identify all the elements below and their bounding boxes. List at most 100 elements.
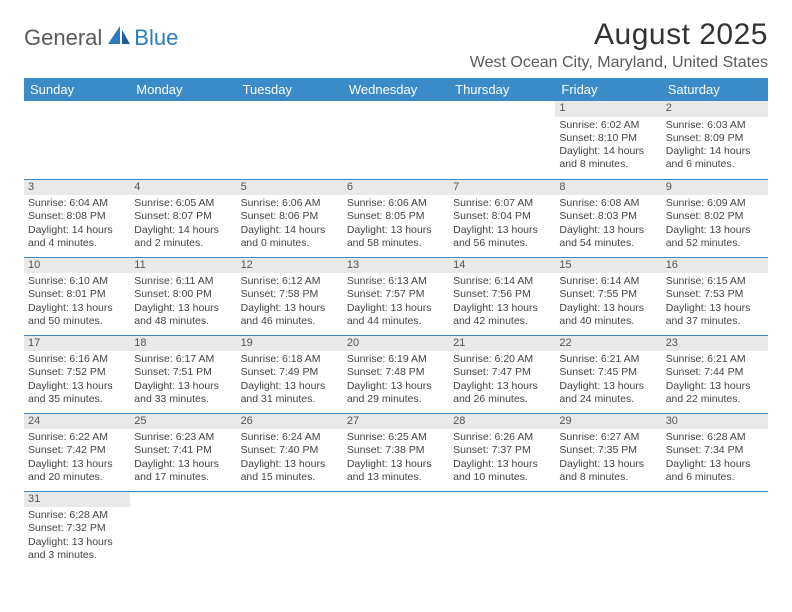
daylight-line: Daylight: 13 hours and 58 minutes. (347, 224, 445, 250)
calendar-row: 24Sunrise: 6:22 AMSunset: 7:42 PMDayligh… (24, 413, 768, 491)
day-number: 7 (449, 180, 555, 196)
daylight-line: Daylight: 13 hours and 46 minutes. (241, 302, 339, 328)
sunset-line: Sunset: 8:02 PM (666, 210, 764, 223)
sunset-line: Sunset: 7:57 PM (347, 288, 445, 301)
daylight-line: Daylight: 13 hours and 10 minutes. (453, 458, 551, 484)
sunrise-line: Sunrise: 6:06 AM (347, 197, 445, 210)
calendar-cell: 3Sunrise: 6:04 AMSunset: 8:08 PMDaylight… (24, 179, 130, 257)
daylight-line: Daylight: 13 hours and 3 minutes. (28, 536, 126, 562)
sunset-line: Sunset: 7:45 PM (559, 366, 657, 379)
calendar-cell-empty (449, 101, 555, 179)
day-number: 13 (343, 258, 449, 274)
daylight-line: Daylight: 14 hours and 0 minutes. (241, 224, 339, 250)
sunset-line: Sunset: 8:00 PM (134, 288, 232, 301)
calendar-cell-empty (449, 491, 555, 569)
sunset-line: Sunset: 7:52 PM (28, 366, 126, 379)
day-number: 30 (662, 414, 768, 430)
calendar-cell: 13Sunrise: 6:13 AMSunset: 7:57 PMDayligh… (343, 257, 449, 335)
day-number: 14 (449, 258, 555, 274)
sunrise-line: Sunrise: 6:17 AM (134, 353, 232, 366)
daylight-line: Daylight: 14 hours and 2 minutes. (134, 224, 232, 250)
sunrise-line: Sunrise: 6:07 AM (453, 197, 551, 210)
daylight-line: Daylight: 13 hours and 17 minutes. (134, 458, 232, 484)
sunset-line: Sunset: 7:41 PM (134, 444, 232, 457)
location-label: West Ocean City, Maryland, United States (470, 54, 768, 72)
sunrise-line: Sunrise: 6:08 AM (559, 197, 657, 210)
sunrise-line: Sunrise: 6:21 AM (559, 353, 657, 366)
calendar-cell-empty (343, 491, 449, 569)
sunset-line: Sunset: 7:32 PM (28, 522, 126, 535)
sunrise-line: Sunrise: 6:15 AM (666, 275, 764, 288)
day-number: 3 (24, 180, 130, 196)
daylight-line: Daylight: 13 hours and 50 minutes. (28, 302, 126, 328)
daylight-line: Daylight: 13 hours and 22 minutes. (666, 380, 764, 406)
sunset-line: Sunset: 8:06 PM (241, 210, 339, 223)
daylight-line: Daylight: 13 hours and 8 minutes. (559, 458, 657, 484)
calendar-cell-empty (130, 491, 236, 569)
sunset-line: Sunset: 8:10 PM (559, 132, 657, 145)
sunrise-line: Sunrise: 6:18 AM (241, 353, 339, 366)
sunrise-line: Sunrise: 6:06 AM (241, 197, 339, 210)
calendar-row: 3Sunrise: 6:04 AMSunset: 8:08 PMDaylight… (24, 179, 768, 257)
calendar-cell-empty (662, 491, 768, 569)
day-header-row: SundayMondayTuesdayWednesdayThursdayFrid… (24, 78, 768, 101)
day-number: 4 (130, 180, 236, 196)
calendar-cell-empty (130, 101, 236, 179)
sunset-line: Sunset: 7:51 PM (134, 366, 232, 379)
sunset-line: Sunset: 7:55 PM (559, 288, 657, 301)
day-number: 29 (555, 414, 661, 430)
day-number: 8 (555, 180, 661, 196)
daylight-line: Daylight: 13 hours and 37 minutes. (666, 302, 764, 328)
day-number: 2 (662, 101, 768, 117)
day-number: 21 (449, 336, 555, 352)
calendar-cell: 1Sunrise: 6:02 AMSunset: 8:10 PMDaylight… (555, 101, 661, 179)
sunset-line: Sunset: 8:04 PM (453, 210, 551, 223)
day-number: 6 (343, 180, 449, 196)
sunset-line: Sunset: 8:08 PM (28, 210, 126, 223)
calendar-cell: 7Sunrise: 6:07 AMSunset: 8:04 PMDaylight… (449, 179, 555, 257)
sunrise-line: Sunrise: 6:13 AM (347, 275, 445, 288)
calendar-cell: 12Sunrise: 6:12 AMSunset: 7:58 PMDayligh… (237, 257, 343, 335)
sunset-line: Sunset: 7:49 PM (241, 366, 339, 379)
calendar-cell: 18Sunrise: 6:17 AMSunset: 7:51 PMDayligh… (130, 335, 236, 413)
daylight-line: Daylight: 13 hours and 42 minutes. (453, 302, 551, 328)
title-block: August 2025 West Ocean City, Maryland, U… (470, 18, 768, 72)
sunset-line: Sunset: 8:09 PM (666, 132, 764, 145)
day-number: 17 (24, 336, 130, 352)
sunrise-line: Sunrise: 6:22 AM (28, 431, 126, 444)
calendar-cell: 2Sunrise: 6:03 AMSunset: 8:09 PMDaylight… (662, 101, 768, 179)
daylight-line: Daylight: 13 hours and 52 minutes. (666, 224, 764, 250)
calendar-row: 10Sunrise: 6:10 AMSunset: 8:01 PMDayligh… (24, 257, 768, 335)
daylight-line: Daylight: 13 hours and 15 minutes. (241, 458, 339, 484)
sunset-line: Sunset: 7:35 PM (559, 444, 657, 457)
calendar-cell: 4Sunrise: 6:05 AMSunset: 8:07 PMDaylight… (130, 179, 236, 257)
sunrise-line: Sunrise: 6:28 AM (28, 509, 126, 522)
sunrise-line: Sunrise: 6:24 AM (241, 431, 339, 444)
day-number: 28 (449, 414, 555, 430)
calendar-cell-empty (24, 101, 130, 179)
daylight-line: Daylight: 13 hours and 56 minutes. (453, 224, 551, 250)
day-number: 16 (662, 258, 768, 274)
calendar-cell: 9Sunrise: 6:09 AMSunset: 8:02 PMDaylight… (662, 179, 768, 257)
daylight-line: Daylight: 13 hours and 44 minutes. (347, 302, 445, 328)
daylight-line: Daylight: 13 hours and 6 minutes. (666, 458, 764, 484)
calendar-row: 31Sunrise: 6:28 AMSunset: 7:32 PMDayligh… (24, 491, 768, 569)
sunrise-line: Sunrise: 6:27 AM (559, 431, 657, 444)
calendar-cell: 14Sunrise: 6:14 AMSunset: 7:56 PMDayligh… (449, 257, 555, 335)
daylight-line: Daylight: 13 hours and 54 minutes. (559, 224, 657, 250)
daylight-line: Daylight: 13 hours and 48 minutes. (134, 302, 232, 328)
brand-part2: Blue (134, 25, 178, 51)
sunrise-line: Sunrise: 6:25 AM (347, 431, 445, 444)
calendar-table: SundayMondayTuesdayWednesdayThursdayFrid… (24, 78, 768, 569)
calendar-cell: 25Sunrise: 6:23 AMSunset: 7:41 PMDayligh… (130, 413, 236, 491)
sunset-line: Sunset: 7:47 PM (453, 366, 551, 379)
day-header: Saturday (662, 78, 768, 101)
sunset-line: Sunset: 7:37 PM (453, 444, 551, 457)
calendar-cell: 28Sunrise: 6:26 AMSunset: 7:37 PMDayligh… (449, 413, 555, 491)
sunrise-line: Sunrise: 6:26 AM (453, 431, 551, 444)
sunset-line: Sunset: 8:01 PM (28, 288, 126, 301)
daylight-line: Daylight: 14 hours and 8 minutes. (559, 145, 657, 171)
day-number: 24 (24, 414, 130, 430)
sunrise-line: Sunrise: 6:09 AM (666, 197, 764, 210)
calendar-body: 1Sunrise: 6:02 AMSunset: 8:10 PMDaylight… (24, 101, 768, 569)
